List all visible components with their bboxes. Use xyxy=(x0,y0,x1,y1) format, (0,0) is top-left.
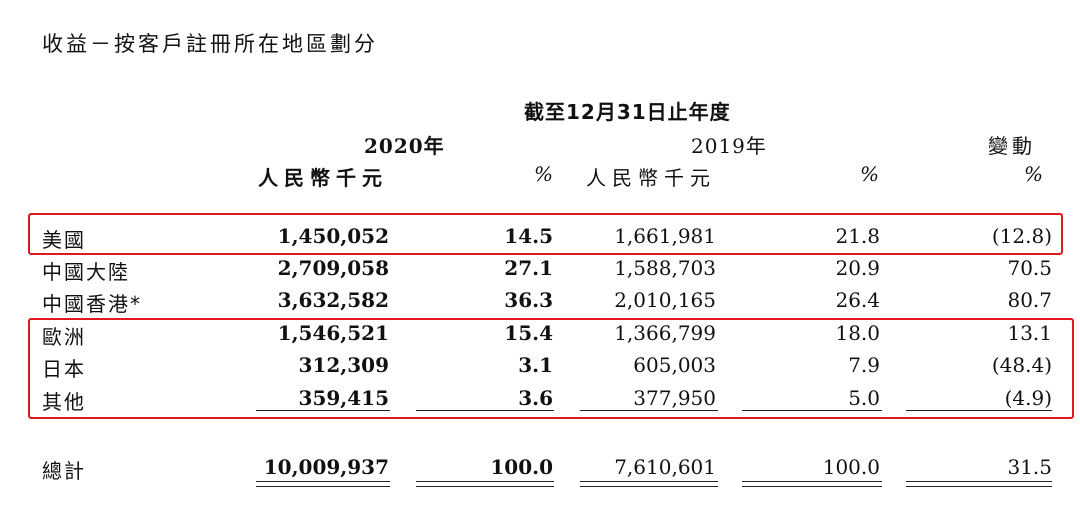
row-region-label: 日本 xyxy=(42,357,86,381)
change-header: 變動 xyxy=(988,134,1036,158)
row-pct-2019: 26.4 xyxy=(835,288,880,312)
unit-label-2020: 人民幣千元 xyxy=(258,166,388,190)
row-value-2020: 1,450,052 xyxy=(277,224,389,248)
row-pct-2020: 15.4 xyxy=(504,321,553,345)
row-value-2019: 1,588,703 xyxy=(614,256,716,280)
row-change: (48.4) xyxy=(991,353,1052,377)
row-pct-2020: 3.1 xyxy=(518,353,553,377)
row-pct-2020: 27.1 xyxy=(504,256,553,280)
pct-label-2020: % xyxy=(534,162,554,186)
row-pct-2019: 5.0 xyxy=(848,386,880,410)
subtotal-rule-pct-2019 xyxy=(742,410,882,411)
subtotal-rule-2020 xyxy=(256,410,390,411)
total-double-rule-pct-2019 xyxy=(742,481,882,487)
row-region-label: 歐洲 xyxy=(42,325,86,349)
row-value-2020: 3,632,582 xyxy=(277,288,389,312)
subtotal-rule-pct-2020 xyxy=(416,410,554,411)
row-value-2019: 605,003 xyxy=(633,353,716,377)
row-value-2019: 2,010,165 xyxy=(614,288,716,312)
total-change: 31.5 xyxy=(1007,455,1052,479)
year-2019-header: 2019年 xyxy=(691,134,767,158)
row-pct-2020: 3.6 xyxy=(518,386,553,410)
row-change: (4.9) xyxy=(1004,386,1052,410)
row-region-label: 其他 xyxy=(42,390,86,414)
year-2020-header: 2020年 xyxy=(364,134,445,158)
total-pct-2019: 100.0 xyxy=(822,455,880,479)
row-value-2019: 1,366,799 xyxy=(614,321,716,345)
total-value-2020: 10,009,937 xyxy=(263,455,389,479)
period-header: 截至12月31日止年度 xyxy=(524,100,731,124)
highlight-box-usa xyxy=(28,213,1063,255)
row-value-2020: 359,415 xyxy=(298,386,389,410)
row-change: (12.8) xyxy=(991,224,1052,248)
row-value-2020: 312,309 xyxy=(298,353,389,377)
pct-label-change: % xyxy=(1024,162,1044,186)
total-label: 總計 xyxy=(42,459,86,483)
row-region-label: 中國香港* xyxy=(42,292,142,316)
row-change: 70.5 xyxy=(1007,256,1052,280)
row-value-2020: 1,546,521 xyxy=(277,321,389,345)
row-change: 13.1 xyxy=(1007,321,1052,345)
subtotal-rule-2019 xyxy=(580,410,718,411)
row-pct-2020: 14.5 xyxy=(504,224,553,248)
subtotal-rule-change xyxy=(906,410,1052,411)
row-pct-2019: 20.9 xyxy=(835,256,880,280)
total-double-rule-change xyxy=(906,481,1052,487)
row-change: 80.7 xyxy=(1007,288,1052,312)
pct-label-2019: % xyxy=(860,162,880,186)
total-value-2019: 7,610,601 xyxy=(614,455,716,479)
row-pct-2019: 18.0 xyxy=(835,321,880,345)
section-title: 收益－按客戶註冊所在地區劃分 xyxy=(42,32,378,56)
total-pct-2020: 100.0 xyxy=(490,455,553,479)
highlight-box-europe-japan-other xyxy=(28,318,1074,419)
total-double-rule-2020 xyxy=(256,481,390,487)
total-double-rule-pct-2020 xyxy=(416,481,554,487)
row-region-label: 美國 xyxy=(42,228,86,252)
row-region-label: 中國大陸 xyxy=(42,260,130,284)
unit-label-2019: 人民幣千元 xyxy=(586,166,716,190)
row-value-2020: 2,709,058 xyxy=(277,256,389,280)
total-double-rule-2019 xyxy=(580,481,718,487)
row-pct-2019: 7.9 xyxy=(848,353,880,377)
row-pct-2020: 36.3 xyxy=(504,288,553,312)
row-value-2019: 377,950 xyxy=(633,386,716,410)
row-pct-2019: 21.8 xyxy=(835,224,880,248)
row-value-2019: 1,661,981 xyxy=(614,224,716,248)
